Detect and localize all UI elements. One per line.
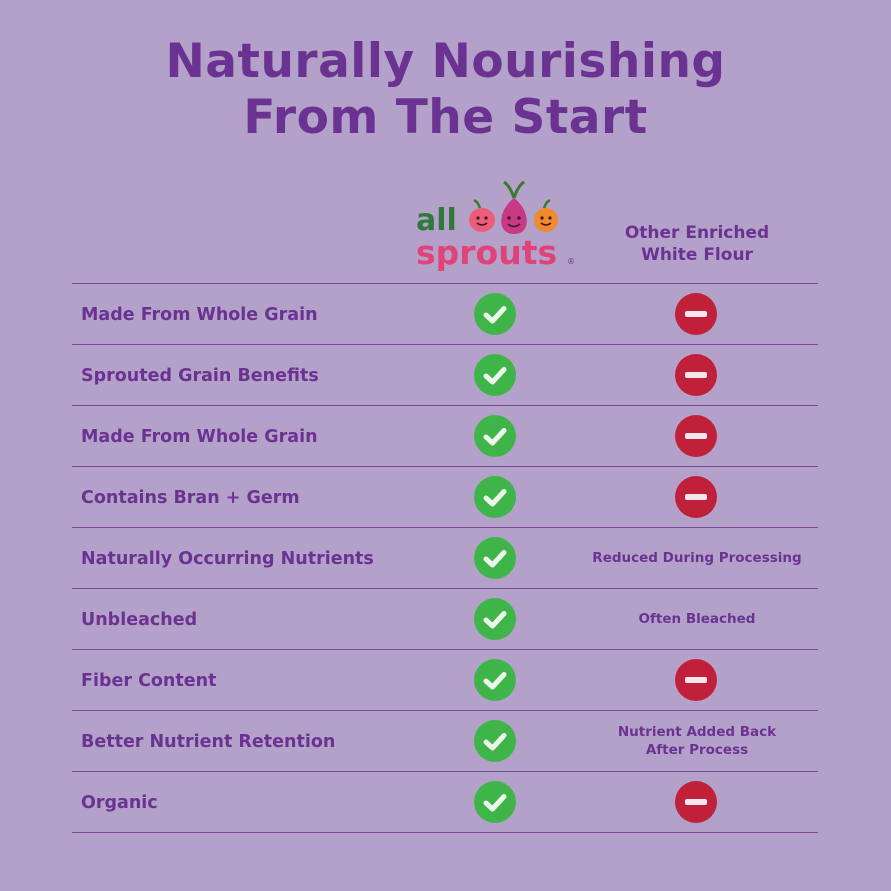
minus-circle-icon	[675, 415, 717, 457]
table-row: Fiber Content	[72, 650, 818, 711]
minus-circle-icon	[675, 476, 717, 518]
minus-circle-icon	[675, 293, 717, 335]
table-row: Contains Bran + Germ	[72, 467, 818, 528]
row-label: Better Nutrient Retention	[81, 732, 336, 752]
row-label: Contains Bran + Germ	[81, 488, 300, 508]
table-row: Made From Whole Grain	[72, 284, 818, 345]
check-circle-icon	[474, 354, 516, 396]
comparison-table: Made From Whole Grain Sprouted Grain Ben…	[72, 283, 818, 833]
table-row: Naturally Occurring Nutrients Reduced Du…	[72, 528, 818, 589]
logo-registered-mark: ®	[567, 257, 575, 266]
row-label: Sprouted Grain Benefits	[81, 366, 319, 386]
check-circle-icon	[474, 293, 516, 335]
check-circle-icon	[474, 537, 516, 579]
logo-word-all: all	[416, 203, 457, 238]
other-flour-note: Often Bleached	[638, 611, 756, 627]
logo-word-sprouts: sprouts	[416, 233, 557, 272]
table-row: Made From Whole Grain	[72, 406, 818, 467]
minus-circle-icon	[675, 659, 717, 701]
note-line-1: Nutrient Added Back	[617, 724, 777, 740]
row-label: Naturally Occurring Nutrients	[81, 549, 374, 569]
table-row: Better Nutrient Retention Nutrient Added…	[72, 711, 818, 772]
row-label: Fiber Content	[81, 671, 217, 691]
page-title: Naturally Nourishing From The Start	[0, 34, 891, 146]
check-circle-icon	[474, 720, 516, 762]
check-circle-icon	[474, 598, 516, 640]
title-line-1: Naturally Nourishing	[165, 34, 726, 89]
other-header-line-2: White Flour	[641, 245, 753, 265]
table-row: Organic	[72, 772, 818, 833]
other-flour-column-header: Other Enriched White Flour	[608, 222, 786, 266]
check-circle-icon	[474, 781, 516, 823]
other-flour-note: Reduced During Processing	[592, 550, 802, 566]
row-label: Unbleached	[81, 610, 198, 630]
minus-circle-icon	[675, 354, 717, 396]
check-circle-icon	[474, 476, 516, 518]
row-label: Made From Whole Grain	[81, 427, 318, 447]
all-sprouts-logo: all sprouts ®	[412, 176, 580, 274]
other-header-line-1: Other Enriched	[624, 223, 770, 243]
check-circle-icon	[474, 659, 516, 701]
table-row: Sprouted Grain Benefits	[72, 345, 818, 406]
minus-circle-icon	[675, 781, 717, 823]
table-row: Unbleached Often Bleached	[72, 589, 818, 650]
check-circle-icon	[474, 415, 516, 457]
other-flour-note: Nutrient Added Back After Process	[582, 711, 812, 771]
note-line-2: After Process	[645, 742, 749, 758]
title-line-2: From The Start	[243, 90, 648, 145]
row-label: Made From Whole Grain	[81, 305, 318, 325]
row-label: Organic	[81, 793, 158, 813]
